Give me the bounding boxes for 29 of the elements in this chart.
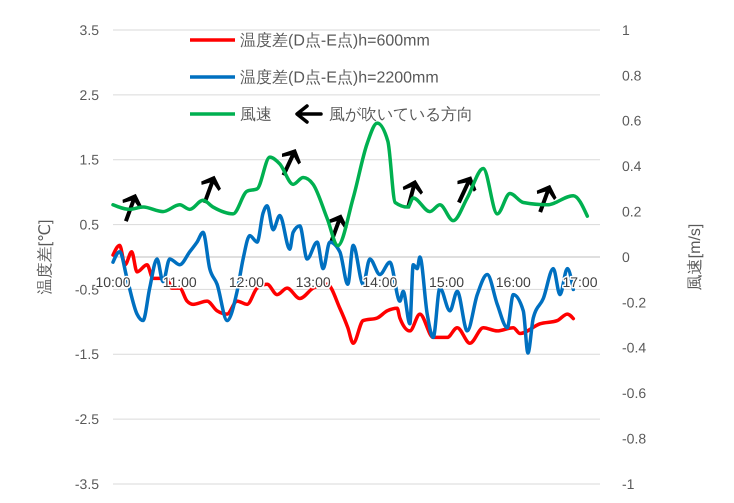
x-tick-label: 15:00 [429, 274, 464, 290]
y-tick-label: -1.5 [74, 346, 100, 362]
y2-tick-label: -0.8 [622, 430, 646, 446]
legend-label: 温度差(D点-E点)h=600mm [240, 32, 430, 50]
y2-axis-title: 風速[m/s] [686, 224, 704, 290]
y-axis-title: 温度差[℃] [36, 220, 54, 294]
x-tick-label: 16:00 [496, 274, 531, 290]
y2-tick-label: -0.4 [622, 340, 646, 356]
x-tick-label: 13:00 [296, 274, 331, 290]
line-series [111, 121, 590, 248]
y2-tick-label: -0.6 [622, 385, 646, 402]
y2-tick-label: 0 [622, 248, 630, 265]
y2-tick-label: 0.2 [622, 204, 642, 220]
y2-tick-label: 0.6 [622, 112, 642, 129]
y-tick-label: -3.5 [74, 476, 100, 492]
y-tick-label: -0.5 [74, 281, 100, 298]
y2-tick-label: -1 [622, 476, 635, 492]
y-tick-label: 3.5 [80, 22, 100, 38]
y-tick-label: 2.5 [80, 86, 100, 103]
legend-label: 風速 [240, 106, 272, 124]
y2-tick-label: 0.8 [622, 67, 642, 84]
y2-tick-label: -0.2 [622, 294, 646, 310]
y-tick-label: 1.5 [80, 152, 100, 168]
legend-label: 温度差(D点-E点)h=2200mm [240, 68, 439, 87]
y2-tick-label: 0.4 [622, 158, 642, 174]
annotation: 風が吹いている方向 [329, 106, 473, 124]
y2-tick-label: 1 [622, 22, 630, 38]
y-tick-label: -2.5 [74, 411, 100, 428]
y-tick-label: 0.5 [80, 216, 100, 232]
